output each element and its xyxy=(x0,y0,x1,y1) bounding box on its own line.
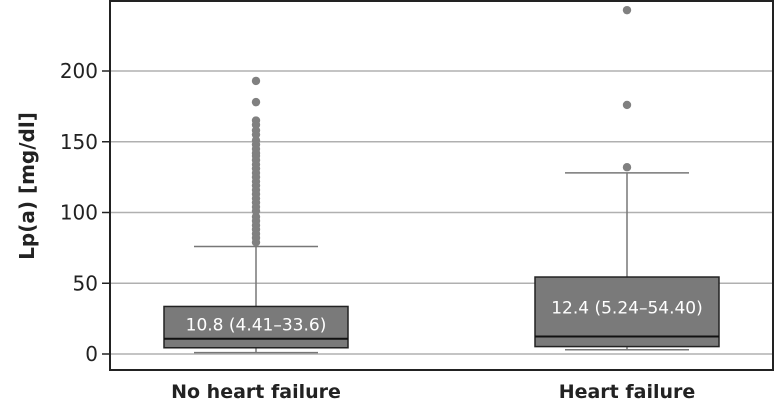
y-tick-label: 0 xyxy=(85,342,98,366)
outlier-point xyxy=(622,5,632,15)
y-tick-label: 100 xyxy=(60,201,98,225)
outlier-point xyxy=(251,238,261,247)
outlier-point xyxy=(251,97,261,107)
y-tick-label: 200 xyxy=(60,59,98,83)
y-tick-label: 50 xyxy=(73,271,98,295)
plot-frame xyxy=(109,0,774,371)
outlier-point xyxy=(251,76,261,86)
iqr-box xyxy=(534,276,720,348)
x-tick-label-heart-failure: Heart failure xyxy=(559,381,696,403)
outlier-point xyxy=(622,163,632,172)
box-annotation: 10.8 (4.41–33.6) xyxy=(186,316,327,336)
iqr-box xyxy=(163,305,349,349)
box-no-heart-failure: 10.8 (4.41–33.6) xyxy=(163,76,349,354)
y-tick-label: 150 xyxy=(60,130,98,154)
box-annotation: 12.4 (5.24–54.40) xyxy=(551,299,703,319)
y-axis-label: Lp(a) [mg/dl] xyxy=(15,112,39,260)
x-tick-label-no-heart-failure: No heart failure xyxy=(171,381,341,403)
outlier-point xyxy=(622,100,632,110)
box-heart-failure: 12.4 (5.24–54.40) xyxy=(534,5,720,351)
